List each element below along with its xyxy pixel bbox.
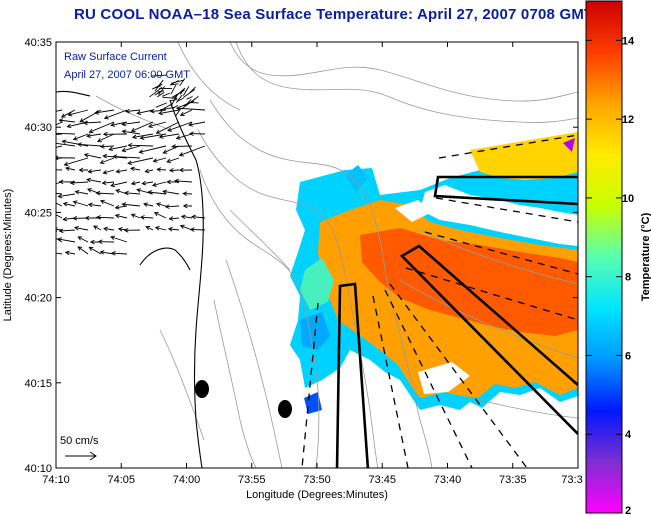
x-tick-label: 74:10 bbox=[42, 474, 70, 486]
colorbar: 14 12 10 8 6 4 2 Temperature (°C) bbox=[585, 0, 651, 515]
colorbar-tick-label: 4 bbox=[625, 429, 632, 441]
scale-bar-label: 50 cm/s bbox=[60, 435, 99, 447]
radar-site-marker bbox=[278, 400, 292, 418]
x-tick-label: 73:45 bbox=[368, 474, 396, 486]
colorbar-tick-label: 10 bbox=[622, 193, 634, 205]
y-axis-ticks: 40:35 40:30 40:25 40:20 40:15 40:10 bbox=[24, 37, 578, 475]
map-plot-area: Raw Surface Current April 27, 2007 06:00… bbox=[56, 42, 578, 468]
x-axis-ticks: 74:10 74:05 74:00 73:55 73:50 73:45 73:40 73:35… bbox=[42, 42, 583, 486]
x-tick-label: 74:05 bbox=[107, 474, 135, 486]
annotation-line-2: April 27, 2007 06:00 GMT bbox=[64, 69, 190, 81]
x-tick-label: 73:3 bbox=[561, 474, 582, 486]
y-tick-label: 40:15 bbox=[24, 378, 52, 390]
x-tick-label: 73:40 bbox=[434, 474, 462, 486]
x-tick-label: 73:50 bbox=[303, 474, 331, 486]
x-axis-label: Longitude (Degrees:Minutes) bbox=[246, 489, 388, 501]
x-tick-label: 73:35 bbox=[499, 474, 527, 486]
colorbar-tick-label: 6 bbox=[625, 350, 631, 362]
y-tick-label: 40:25 bbox=[24, 207, 52, 219]
y-tick-label: 40:10 bbox=[24, 463, 52, 475]
x-tick-label: 73:55 bbox=[238, 474, 266, 486]
y-tick-label: 40:35 bbox=[24, 37, 52, 49]
colorbar-tick-label: 8 bbox=[625, 272, 631, 284]
y-tick-label: 40:30 bbox=[24, 122, 52, 134]
colorbar-tick-label: 14 bbox=[622, 35, 635, 47]
colorbar-ticks: 14 12 10 8 6 4 2 bbox=[586, 35, 635, 515]
scale-bar-arrow bbox=[65, 451, 97, 461]
study-regions bbox=[335, 175, 578, 468]
y-axis-label: Latitude (Degrees:Minutes) bbox=[2, 189, 14, 322]
colorbar-label: Temperature (°C) bbox=[640, 212, 651, 301]
x-tick-label: 74:00 bbox=[173, 474, 201, 486]
colorbar-tick-label: 12 bbox=[622, 114, 634, 126]
surface-current-vectors bbox=[56, 74, 206, 256]
bathymetry-contours bbox=[95, 42, 578, 468]
y-tick-label: 40:20 bbox=[24, 293, 52, 305]
colorbar-scale bbox=[585, 0, 623, 514]
map-title: RU COOL NOAA–18 Sea Surface Temperature:… bbox=[74, 6, 594, 23]
colorbar-tick-label: 2 bbox=[625, 505, 631, 515]
annotation-line-1: Raw Surface Current bbox=[64, 51, 167, 63]
coastline bbox=[56, 90, 204, 468]
radar-site-marker bbox=[195, 380, 209, 398]
sector-lines bbox=[301, 134, 578, 468]
